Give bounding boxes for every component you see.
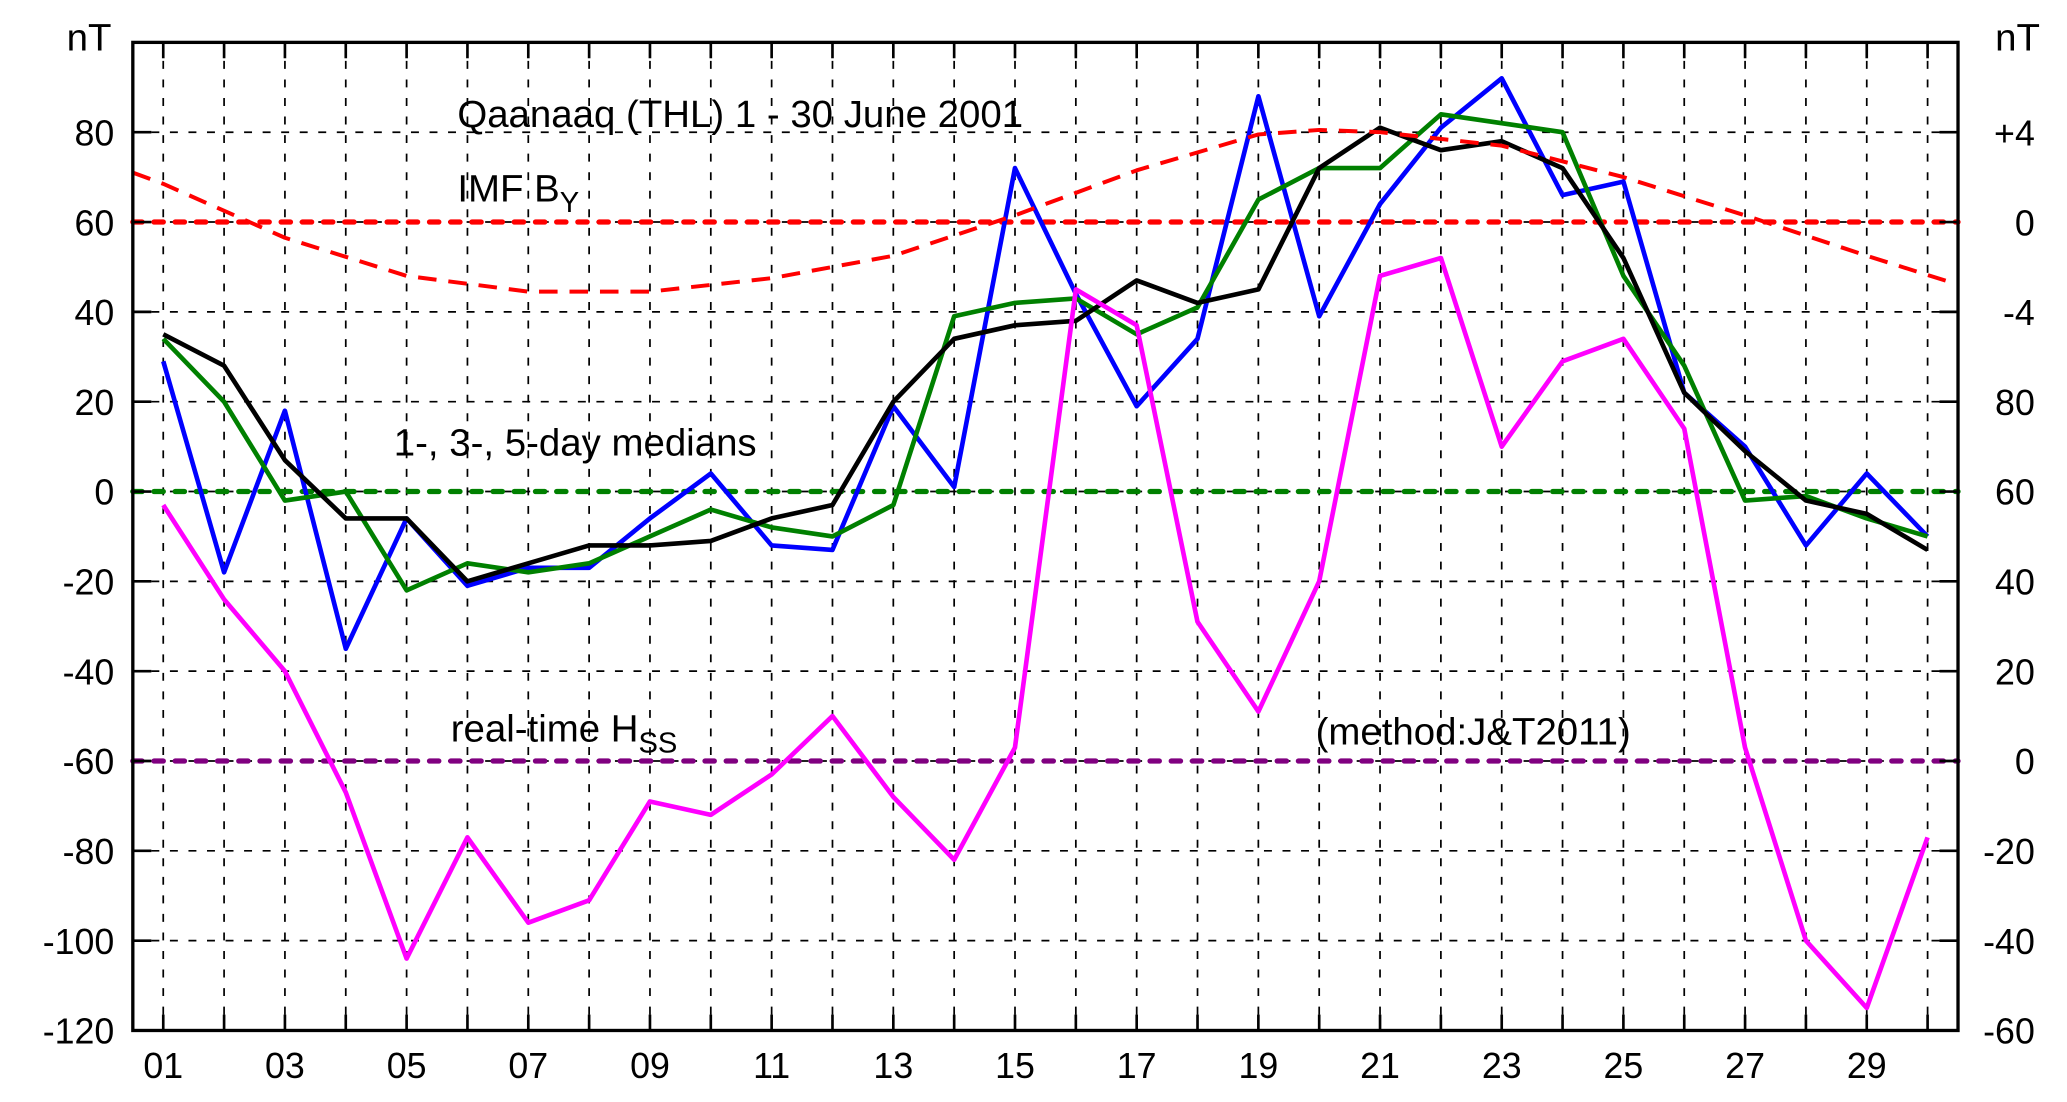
series-line (161, 75, 1930, 652)
y-tick-label-right-hss: 80 (1995, 383, 2035, 423)
y-tick-label-right-hss: -40 (1983, 922, 2035, 962)
y-tick-label-right-hss: 0 (2015, 742, 2035, 782)
series-lines (132, 75, 1953, 1011)
x-tick-label: 09 (630, 1046, 670, 1086)
x-tick-label: 29 (1847, 1046, 1887, 1086)
y-tick-label-right-by: 0 (2015, 203, 2035, 243)
imf-sub: Y (560, 187, 579, 219)
right-unit: nT (1995, 16, 2040, 59)
chart-title: Qaanaaq (THL) 1 - 30 June 2001 (457, 93, 1023, 136)
x-tick-label: 27 (1725, 1046, 1765, 1086)
y-tick-label-right-hss: 40 (1995, 563, 2035, 603)
imf-text: IMF B (457, 167, 559, 210)
left-unit: nT (67, 16, 112, 59)
y-tick-label-right-hss: 20 (1995, 652, 2035, 692)
x-tick-label: 13 (873, 1046, 913, 1086)
x-tick-label: 11 (753, 1046, 790, 1086)
x-tick-label: 21 (1360, 1046, 1400, 1086)
hss-label: real-time HSS (451, 708, 678, 760)
y-tick-label-right-hss: -20 (1983, 832, 2035, 872)
y-tick-label-right-hss: -60 (1983, 1012, 2035, 1052)
y-tick-label-right-by: -4 (2003, 293, 2035, 333)
y-tick-label-right-hss: 60 (1995, 473, 2035, 513)
y-tick-label-left: -40 (63, 652, 115, 692)
hss-sub: SS (639, 727, 678, 759)
x-tick-label: 23 (1482, 1046, 1522, 1086)
y-tick-label-left: 20 (75, 383, 115, 423)
x-tick-label: 17 (1117, 1046, 1157, 1086)
grid (132, 42, 1959, 1032)
y-tick-label-left: 0 (94, 473, 114, 513)
x-tick-label: 01 (143, 1046, 183, 1086)
series-line (162, 125, 1929, 584)
imf-label: IMF BY (457, 167, 579, 219)
y-tick-label-left: 40 (75, 293, 115, 333)
x-tick-label: 25 (1604, 1046, 1644, 1086)
y-tick-label-left: -60 (63, 742, 115, 782)
x-tick-label: 05 (387, 1046, 427, 1086)
hss-text: real-time H (451, 708, 639, 751)
x-tick-label: 15 (995, 1046, 1035, 1086)
x-tick-label: 19 (1238, 1046, 1278, 1086)
series-line (161, 255, 1930, 1011)
y-tick-label-left: -80 (63, 832, 115, 872)
x-tick-label: 03 (265, 1046, 305, 1086)
y-tick-label-left: 80 (75, 113, 115, 153)
medians-label: 1-, 3-, 5-day medians (394, 422, 757, 465)
x-tick-label: 07 (508, 1046, 548, 1086)
method-label: (method:J&T2011) (1316, 710, 1631, 753)
y-tick-label-left: -100 (43, 922, 115, 962)
plot-frame (131, 40, 1960, 1033)
y-tick-label-left: -120 (43, 1012, 115, 1052)
ticks: 01 03 05 07 09 11 13 15 17 19 21 23 25 27 29 80 60 40 20 0 -… (43, 42, 2035, 1086)
series-line (132, 127, 1953, 294)
y-tick-label-left: -20 (63, 563, 115, 603)
y-tick-label-left: 60 (75, 203, 115, 243)
reference-lines (130, 219, 1961, 764)
y-tick-label-right-by: +4 (1994, 113, 2035, 153)
